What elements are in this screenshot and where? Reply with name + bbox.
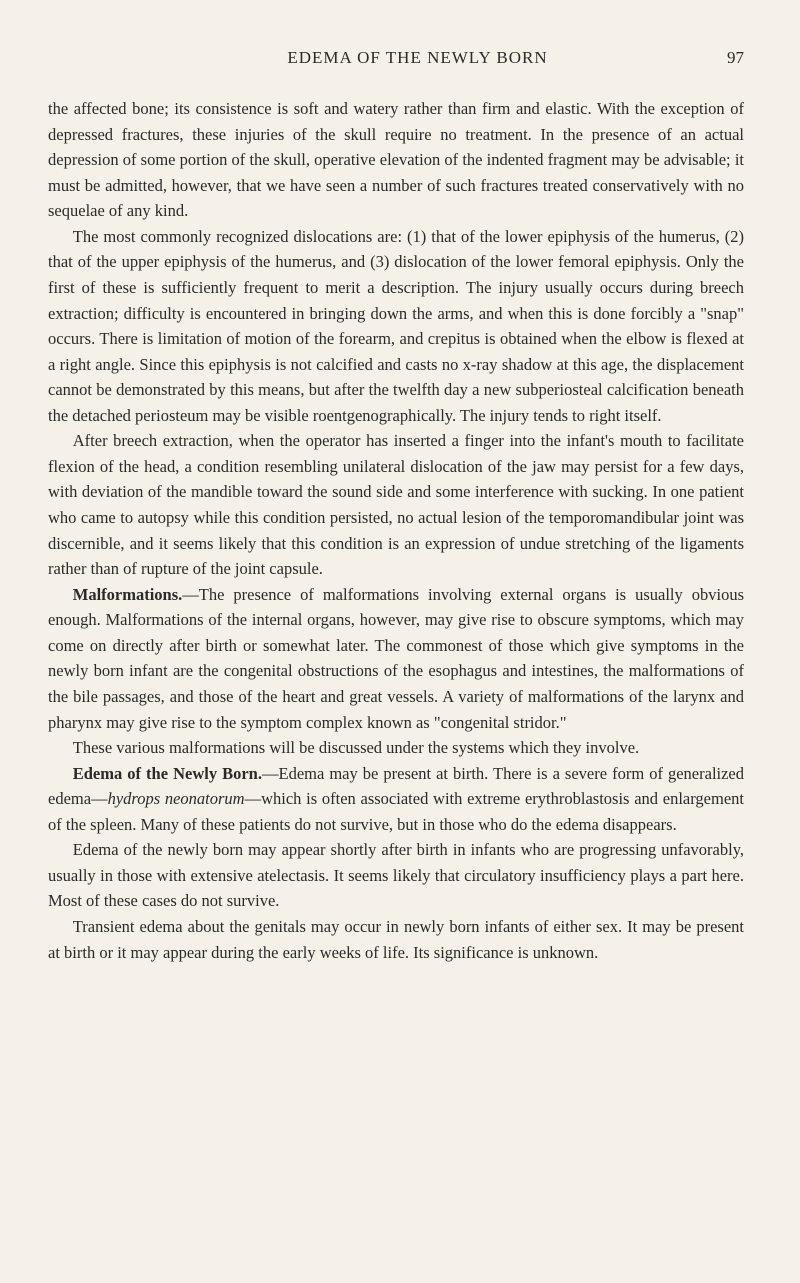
paragraph-6: Edema of the Newly Born.—Edema may be pr…: [48, 761, 744, 838]
body-content: the affected bone; its consistence is so…: [48, 96, 744, 965]
paragraph-3: After breech extraction, when the operat…: [48, 428, 744, 581]
section-label-malformations: Malformations.: [73, 585, 183, 604]
section-label-edema: Edema of the Newly Born.: [73, 764, 262, 783]
paragraph-6-italic: hydrops neonatorum: [108, 789, 245, 808]
paragraph-4: Malformations.—The presence of malformat…: [48, 582, 744, 735]
paragraph-5: These various malformations will be disc…: [48, 735, 744, 761]
paragraph-1: the affected bone; its consistence is so…: [48, 96, 744, 224]
page-header: EDEMA OF THE NEWLY BORN 97: [48, 48, 744, 68]
paragraph-4-text: —The presence of malformations involving…: [48, 585, 744, 732]
paragraph-8: Transient edema about the genitals may o…: [48, 914, 744, 965]
running-title: EDEMA OF THE NEWLY BORN: [48, 48, 727, 68]
paragraph-7: Edema of the newly born may appear short…: [48, 837, 744, 914]
paragraph-2: The most commonly recognized dislocation…: [48, 224, 744, 429]
page-number: 97: [727, 48, 744, 68]
